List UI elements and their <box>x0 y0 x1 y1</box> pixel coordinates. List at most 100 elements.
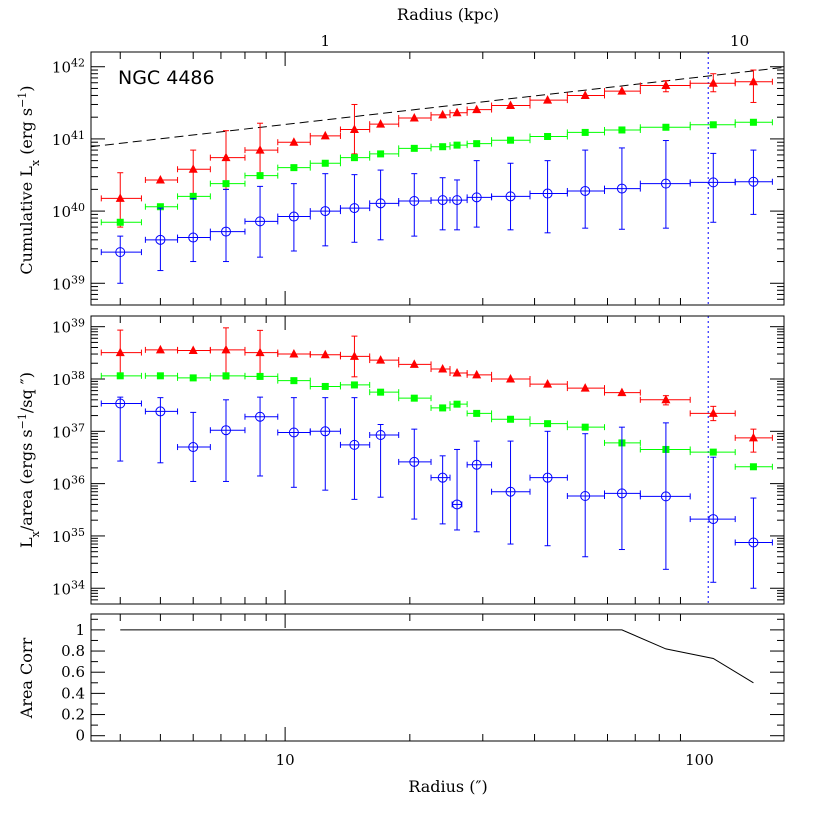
y-tick-label: 1034 <box>52 578 85 599</box>
top-axis-label: Radius (kpc) <box>397 5 499 24</box>
data-point <box>320 349 330 359</box>
data-point <box>289 349 299 358</box>
x-tick-label: 10 <box>276 751 295 769</box>
data-point <box>350 381 358 389</box>
y-tick-label: 1042 <box>52 56 85 77</box>
data-point <box>749 463 757 471</box>
data-point <box>748 432 758 442</box>
data-point <box>452 195 463 206</box>
data-point <box>188 442 199 453</box>
data-point <box>473 140 481 148</box>
data-point <box>506 100 516 110</box>
data-point <box>452 107 462 117</box>
data-point <box>255 145 265 154</box>
data-point <box>543 379 553 388</box>
data-point <box>255 216 266 227</box>
y-tick-label: 1040 <box>52 201 85 222</box>
data-point <box>155 406 166 417</box>
area-correction-line <box>120 629 754 684</box>
data-point <box>376 119 386 128</box>
data-point <box>748 76 758 86</box>
data-point <box>616 488 627 499</box>
y-tick-label: 1039 <box>52 316 85 337</box>
top-tick-label: 10 <box>730 32 749 50</box>
panel-frame <box>90 51 785 306</box>
data-point <box>708 514 719 525</box>
data-point <box>321 382 329 390</box>
data-point <box>377 388 385 396</box>
data-point <box>507 415 515 423</box>
panel-cumulative-lx: 1039 1040 1041 1042 1 10 <box>52 32 785 306</box>
data-point <box>708 408 718 417</box>
data-point <box>452 499 463 510</box>
data-point <box>580 383 590 392</box>
data-point <box>376 355 386 364</box>
data-point <box>290 164 298 172</box>
data-point <box>155 344 165 354</box>
data-point <box>749 118 757 126</box>
ylabel-per-area: Lx/area (ergs s−1/sq ″) <box>16 372 42 548</box>
data-point <box>580 185 591 196</box>
panel-area-correction: 0 0.2 0.4 0.6 0.8 1 10 100 <box>61 613 785 769</box>
data-point <box>748 537 759 548</box>
y-tick-label: 1037 <box>52 421 85 442</box>
data-point <box>661 394 671 404</box>
data-point <box>617 86 627 95</box>
data-point <box>438 364 448 373</box>
data-point <box>256 172 264 180</box>
data-point <box>350 154 358 162</box>
data-point <box>544 133 552 141</box>
data-point <box>222 180 230 188</box>
data-point <box>377 150 385 158</box>
y-tick-label: 0.2 <box>61 706 85 724</box>
data-point <box>116 372 124 380</box>
data-point <box>289 137 299 146</box>
data-point <box>189 374 197 382</box>
data-point <box>580 90 590 99</box>
galaxy-label: NGC 4486 <box>118 67 215 89</box>
y-tick-label: 1041 <box>52 128 85 149</box>
data-point <box>115 347 125 357</box>
panel-frame <box>90 613 785 742</box>
data-point <box>453 141 461 149</box>
data-point <box>321 159 329 167</box>
data-point <box>617 387 627 397</box>
data-point <box>156 203 164 211</box>
data-point <box>255 347 265 357</box>
data-point <box>437 195 448 206</box>
data-point <box>409 195 420 206</box>
data-point <box>505 486 516 497</box>
data-point <box>320 130 330 140</box>
x-tick-label: 100 <box>685 751 714 769</box>
xlabel-radius: Radius (″) <box>408 777 487 796</box>
data-point <box>188 345 198 355</box>
data-point <box>320 206 331 217</box>
data-point <box>439 143 447 151</box>
y-tick-label: 1036 <box>52 473 85 494</box>
data-point <box>375 430 386 441</box>
data-point <box>471 459 482 470</box>
data-point <box>156 372 164 380</box>
data-point <box>660 491 671 502</box>
data-point <box>410 394 418 402</box>
y-tick-label: 1035 <box>52 525 85 546</box>
data-point <box>409 359 419 368</box>
data-point <box>288 211 299 222</box>
data-point <box>661 80 671 89</box>
data-point <box>542 188 553 199</box>
data-point <box>288 427 299 438</box>
data-point <box>320 426 331 437</box>
data-point <box>438 109 448 119</box>
data-point <box>580 490 591 501</box>
data-point <box>471 192 482 203</box>
data-point <box>708 78 718 87</box>
data-point <box>439 404 447 412</box>
data-point <box>709 448 717 456</box>
y-tick-label: 0.4 <box>61 684 85 702</box>
data-point <box>453 400 461 408</box>
data-point <box>505 191 516 202</box>
data-point <box>188 164 198 173</box>
panel-frame <box>90 315 785 605</box>
data-point <box>255 411 266 422</box>
